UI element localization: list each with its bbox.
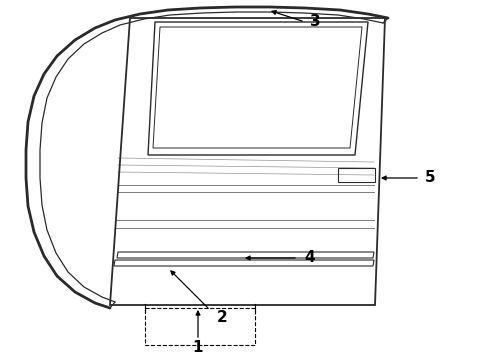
Text: 3: 3 — [310, 14, 320, 30]
Text: 4: 4 — [305, 251, 315, 266]
Text: 2: 2 — [217, 310, 227, 325]
Text: 5: 5 — [425, 171, 435, 185]
Text: 1: 1 — [193, 341, 203, 356]
